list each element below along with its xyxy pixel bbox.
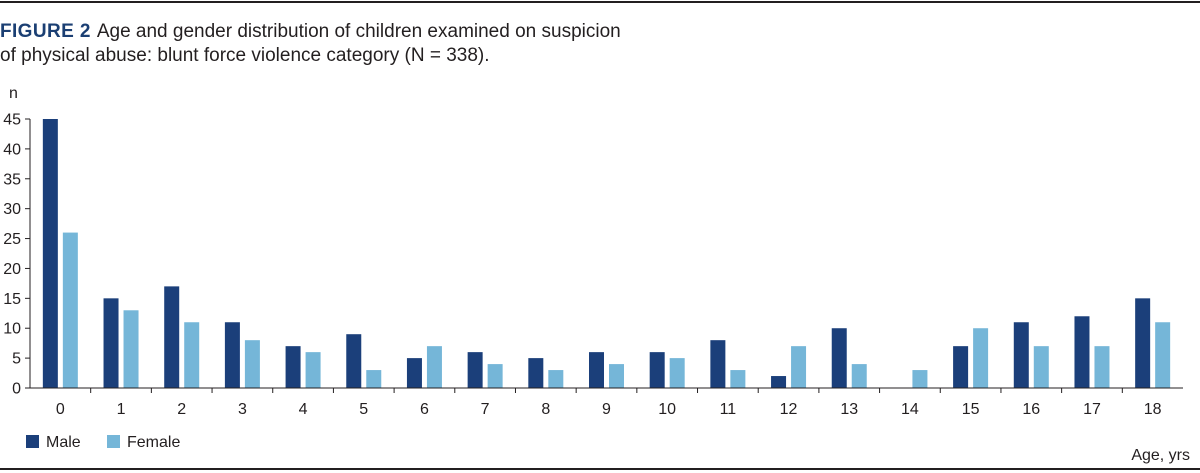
bar-male xyxy=(467,352,483,388)
legend-swatch-female xyxy=(107,435,120,448)
bar-female xyxy=(123,310,139,388)
bar-female xyxy=(62,232,78,388)
x-tick-label: 6 xyxy=(420,401,429,418)
x-tick-label: 9 xyxy=(602,401,611,418)
x-tick-label: 10 xyxy=(658,401,676,418)
bar-female xyxy=(548,370,564,388)
bar-male xyxy=(224,322,240,388)
x-tick-label: 1 xyxy=(117,401,126,418)
top-rule xyxy=(0,1,1200,3)
bar-female xyxy=(791,346,807,388)
bar-female xyxy=(669,358,685,388)
bar-female xyxy=(912,370,928,388)
bar-female xyxy=(609,364,624,388)
figure-caption: FIGURE 2 Age and gender distribution of c… xyxy=(0,20,720,68)
figure-label: FIGURE 2 xyxy=(0,21,91,42)
x-tick-label: 2 xyxy=(177,401,186,418)
y-tick-label: 20 xyxy=(3,261,21,278)
bar-male xyxy=(528,358,544,388)
bar-male xyxy=(285,346,301,388)
x-ticks-group: 0 1 2 3 4 5 6 7 8 9 10 11 12 13 14 15 16 17 18 xyxy=(56,388,1162,418)
bar-male xyxy=(953,346,969,388)
bar-female xyxy=(244,340,260,388)
bar-female xyxy=(426,346,442,388)
bar-female xyxy=(851,364,867,388)
bar-male xyxy=(1013,322,1029,388)
y-tick-label: 25 xyxy=(3,231,21,248)
bar-male xyxy=(710,340,726,388)
legend: Male Female xyxy=(26,434,180,451)
bar-female xyxy=(366,370,382,388)
bar-male xyxy=(1074,316,1090,388)
x-tick-label: 7 xyxy=(481,401,490,418)
y-tick-label: 15 xyxy=(3,291,21,308)
x-tick-label: 8 xyxy=(541,401,550,418)
x-axis-label: Age, yrs xyxy=(1131,447,1190,464)
bar-male xyxy=(42,119,58,388)
y-tick-label: 45 xyxy=(3,112,21,129)
bar-male xyxy=(103,298,119,388)
x-tick-label: 16 xyxy=(1022,401,1040,418)
y-tick-label: 30 xyxy=(3,201,21,218)
x-tick-label: 3 xyxy=(238,401,247,418)
bar-male xyxy=(346,334,362,388)
bar-male xyxy=(164,286,180,388)
bars-group xyxy=(42,119,1171,388)
y-tick-label: 10 xyxy=(3,321,21,338)
caption-line-2: of physical abuse: blunt force violence … xyxy=(0,45,490,66)
x-tick-label: 15 xyxy=(962,401,980,418)
x-tick-label: 4 xyxy=(299,401,308,418)
x-tick-label: 14 xyxy=(901,401,919,418)
legend-label-female: Female xyxy=(127,434,180,451)
bar-female xyxy=(1094,346,1110,388)
y-tick-label: 35 xyxy=(3,171,21,188)
bar-female xyxy=(730,370,746,388)
legend-swatch-male xyxy=(26,435,39,448)
bar-male xyxy=(831,328,847,388)
y-ticks-group: 0 5 10 15 20 25 30 35 40 45 xyxy=(3,112,30,398)
bar-male xyxy=(1135,298,1151,388)
bar-male xyxy=(649,352,665,388)
x-tick-label: 11 xyxy=(720,401,737,418)
bar-female xyxy=(1155,322,1171,388)
y-tick-label: 5 xyxy=(12,351,21,368)
bar-male xyxy=(406,358,422,388)
y-axis-label: n xyxy=(9,85,18,102)
caption-line-1: Age and gender distribution of children … xyxy=(96,21,621,42)
bar-female xyxy=(184,322,200,388)
bar-male xyxy=(589,352,604,388)
bar-female xyxy=(305,352,321,388)
x-tick-label: 0 xyxy=(56,401,65,418)
x-tick-label: 13 xyxy=(840,401,858,418)
bar-female xyxy=(1033,346,1049,388)
bar-female xyxy=(973,328,989,388)
y-tick-label: 40 xyxy=(3,141,21,158)
x-tick-label: 17 xyxy=(1083,401,1101,418)
y-tick-label: 0 xyxy=(12,381,21,398)
bar-male xyxy=(771,376,787,388)
bottom-rule xyxy=(0,468,1200,470)
x-tick-label: 18 xyxy=(1144,401,1162,418)
x-tick-label: 5 xyxy=(359,401,368,418)
legend-label-male: Male xyxy=(46,434,81,451)
bar-female xyxy=(487,364,503,388)
x-tick-label: 12 xyxy=(780,401,798,418)
